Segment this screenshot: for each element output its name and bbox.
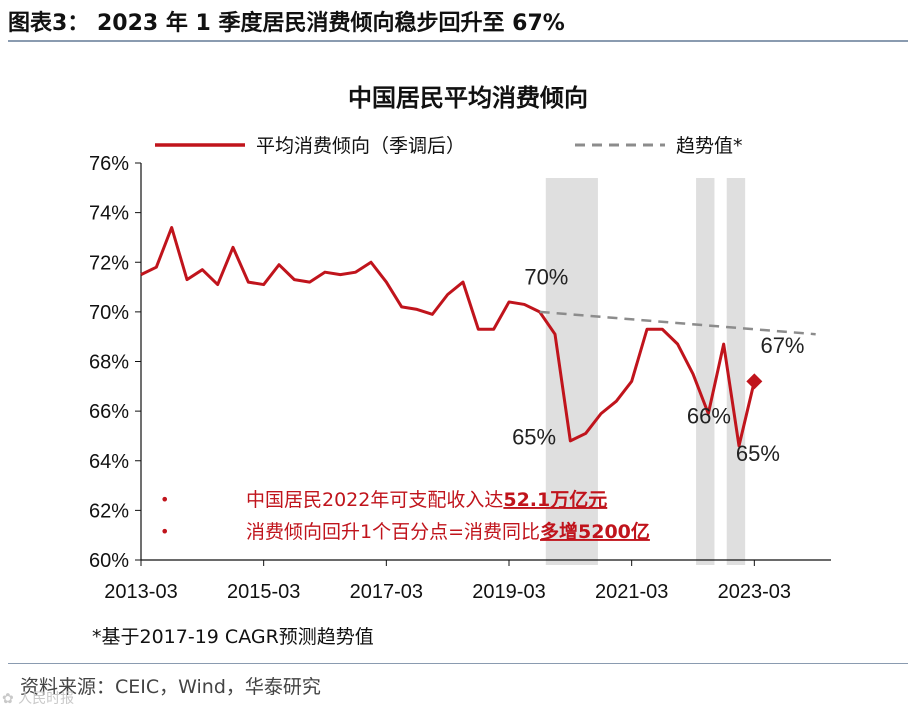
x-tick-label: 2021-03 bbox=[595, 581, 668, 603]
x-tick-label: 2017-03 bbox=[350, 581, 423, 603]
x-tick-label: 2013-03 bbox=[104, 581, 177, 603]
y-tick-label: 60% bbox=[89, 550, 129, 572]
watermark: ✿ 人民时报 bbox=[2, 691, 75, 707]
series-layer bbox=[140, 226, 816, 448]
x-tick-label: 2019-03 bbox=[472, 581, 545, 603]
legend-label-avg: 平均消费倾向（季调后） bbox=[256, 135, 465, 157]
y-tick-label: 70% bbox=[89, 302, 129, 324]
note-consumption-prefix: 消费倾向回升1个百分点=消费同比 bbox=[246, 521, 540, 543]
y-tick-label: 72% bbox=[89, 252, 129, 274]
source-text: 资料来源：CEIC，Wind，华泰研究 bbox=[20, 676, 321, 698]
y-tick-label: 76% bbox=[89, 153, 129, 175]
shaded-period-2 bbox=[726, 178, 746, 565]
y-tick-label: 64% bbox=[89, 451, 129, 473]
shaded-period-0 bbox=[545, 178, 598, 565]
note-income-emphasis: 52.1万亿元 bbox=[503, 488, 607, 511]
y-tick-label: 62% bbox=[89, 500, 129, 522]
data-label-2: 66% bbox=[687, 404, 731, 429]
source-divider bbox=[8, 663, 908, 664]
note-consumption-emphasis: 多增5200亿 bbox=[540, 520, 650, 543]
data-label-3: 65% bbox=[736, 441, 780, 466]
x-tick-label: 2023-03 bbox=[718, 581, 791, 603]
series-line-avg-propensity bbox=[140, 226, 756, 448]
note-consumption-bullet: • bbox=[160, 522, 169, 541]
x-axis: 2013-03 2015-03 2017-03 2019-03 2021-03 2023-… bbox=[104, 559, 831, 603]
y-axis: 60% 62% 64% 66% 68% 70% 72% 74% 76% bbox=[89, 153, 142, 572]
data-label-0: 70% bbox=[524, 265, 568, 290]
series-line-trend bbox=[539, 310, 816, 336]
shaded-period-1 bbox=[696, 178, 715, 565]
footnote: *基于2017-19 CAGR预测趋势值 bbox=[92, 626, 374, 648]
note-income-text: 中国居民2022年可支配收入达52.1万亿元 bbox=[246, 488, 607, 511]
chart-title: 中国居民平均消费倾向 bbox=[348, 84, 588, 112]
note-income: • 中国居民2022年可支配收入达52.1万亿元 bbox=[160, 488, 607, 511]
note-income-prefix: 中国居民2022年可支配收入达 bbox=[246, 489, 503, 511]
note-consumption-text: 消费倾向回升1个百分点=消费同比多增5200亿 bbox=[246, 520, 650, 543]
data-label-1: 65% bbox=[512, 425, 556, 450]
y-tick-label: 68% bbox=[89, 352, 129, 374]
figure-title: 图表3： 2023 年 1 季度居民消费倾向稳步回升至 67% bbox=[8, 8, 908, 42]
note-consumption: • 消费倾向回升1个百分点=消费同比多增5200亿 bbox=[160, 520, 650, 543]
shaded-periods bbox=[545, 178, 746, 565]
annotations: 70%65%66%65%67% bbox=[512, 265, 804, 466]
data-label-4: 67% bbox=[760, 333, 804, 358]
highlight-point-marker bbox=[746, 373, 763, 390]
legend-label-trend: 趋势值* bbox=[676, 135, 743, 157]
legend: 平均消费倾向（季调后） 趋势值* bbox=[155, 135, 743, 157]
y-tick-label: 74% bbox=[89, 203, 129, 225]
note-income-bullet: • bbox=[160, 490, 169, 509]
x-tick-label: 2015-03 bbox=[227, 581, 300, 603]
y-tick-label: 66% bbox=[89, 401, 129, 423]
